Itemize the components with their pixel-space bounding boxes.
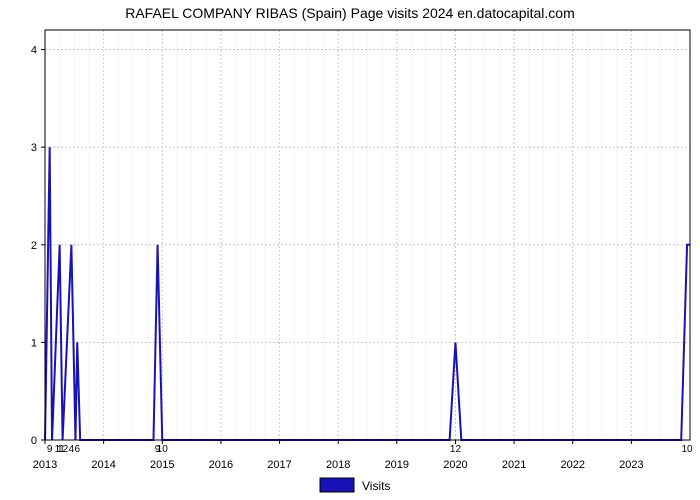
- x-axis: 2013 2014 2015 2016 2017 2018 2019 2020 2021 2022…: [33, 440, 644, 471]
- svg-text:12: 12: [450, 444, 462, 455]
- svg-text:2019: 2019: [385, 459, 409, 471]
- svg-text:2: 2: [31, 240, 37, 252]
- svg-text:3: 3: [31, 142, 37, 154]
- svg-text:2022: 2022: [560, 459, 584, 471]
- svg-text:4: 4: [31, 45, 37, 57]
- svg-text:6: 6: [74, 444, 80, 455]
- svg-text:2014: 2014: [91, 459, 115, 471]
- svg-text:12: 12: [57, 444, 69, 455]
- point-labels: 91112469101210: [47, 444, 693, 455]
- visits-line: [45, 147, 690, 440]
- svg-text:2020: 2020: [443, 459, 467, 471]
- legend: Visits: [320, 478, 390, 493]
- svg-text:2017: 2017: [267, 459, 291, 471]
- legend-swatch: [320, 478, 354, 492]
- svg-text:0: 0: [31, 435, 37, 447]
- svg-text:1: 1: [31, 337, 37, 349]
- visits-chart: RAFAEL COMPANY RIBAS (Spain) Page visits…: [0, 0, 700, 500]
- svg-text:9: 9: [47, 444, 53, 455]
- chart-title: RAFAEL COMPANY RIBAS (Spain) Page visits…: [125, 5, 575, 21]
- svg-text:10: 10: [682, 444, 694, 455]
- svg-text:2016: 2016: [209, 459, 233, 471]
- y-axis: 0 1 2 3 4: [31, 45, 45, 447]
- svg-text:2015: 2015: [150, 459, 174, 471]
- svg-text:2023: 2023: [619, 459, 643, 471]
- svg-text:10: 10: [157, 444, 169, 455]
- svg-text:2018: 2018: [326, 459, 350, 471]
- grid-minor: [60, 30, 676, 440]
- svg-text:2021: 2021: [502, 459, 526, 471]
- legend-label: Visits: [362, 479, 390, 493]
- svg-text:2013: 2013: [33, 459, 57, 471]
